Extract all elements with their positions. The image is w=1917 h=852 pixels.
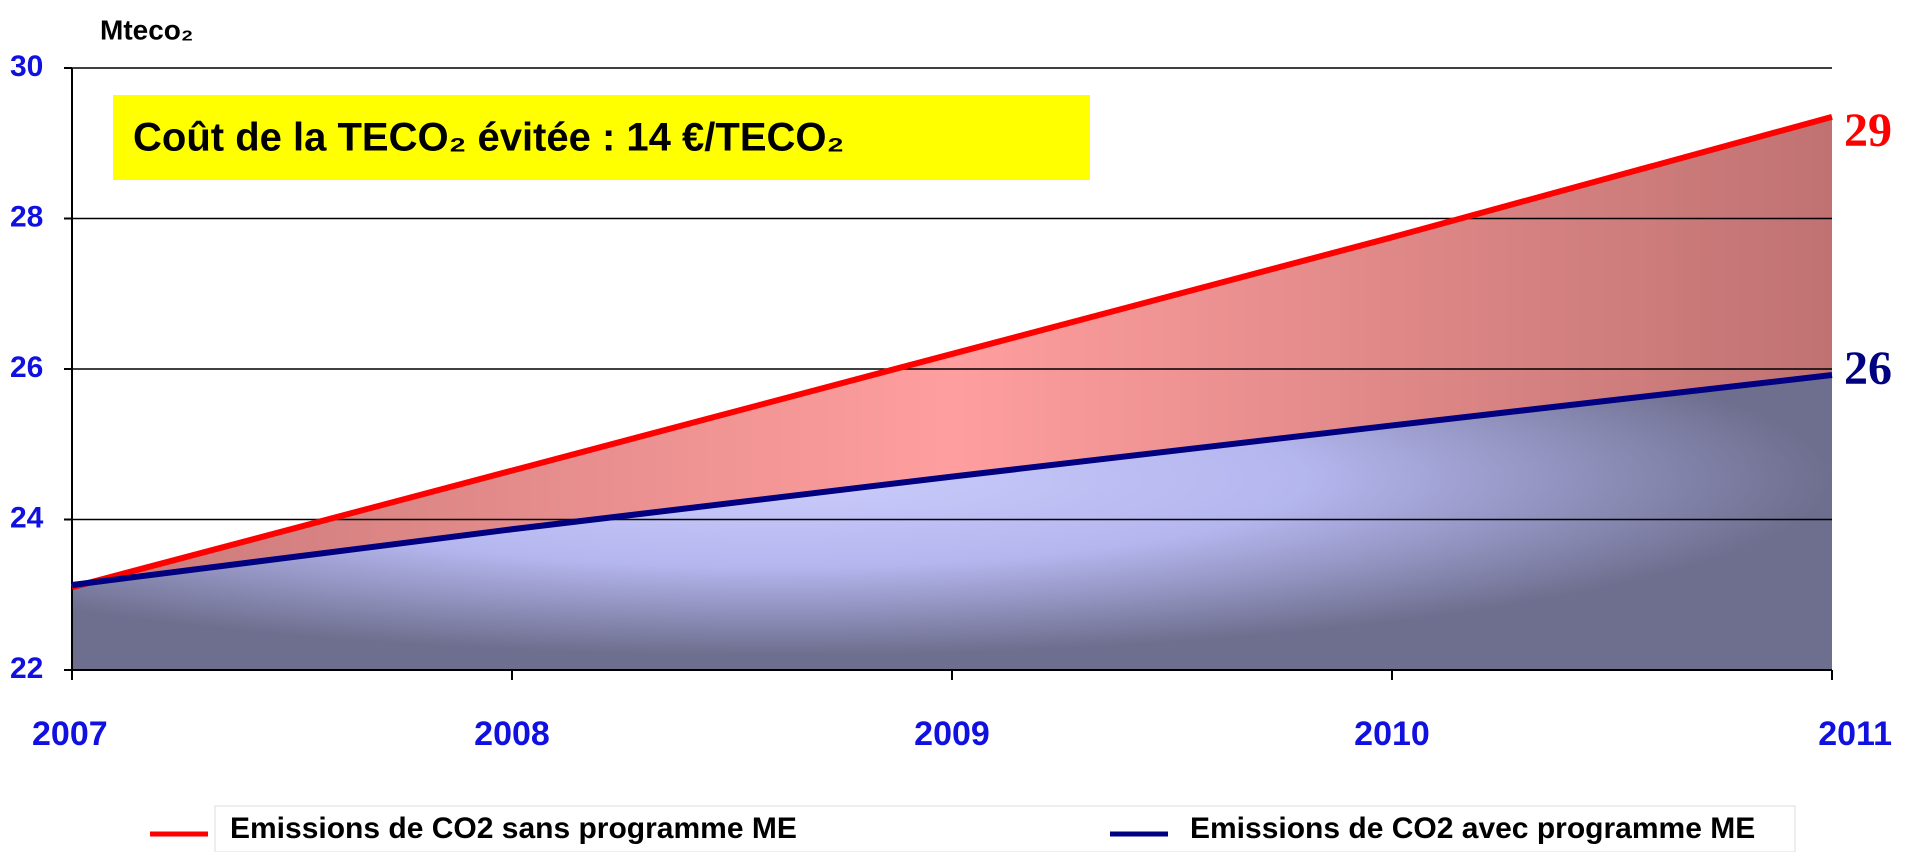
legend-label: Emissions de CO2 sans programme ME xyxy=(230,812,797,845)
x-tick-label: 2009 xyxy=(914,715,990,753)
line xyxy=(71,372,1833,588)
x-tick-label: 2010 xyxy=(1354,715,1430,753)
line xyxy=(71,114,1833,591)
legend-frame xyxy=(214,805,1796,852)
y-tick-label: 22 xyxy=(10,652,43,685)
data-label: 29 xyxy=(1844,104,1892,157)
x-tick-label: 2007 xyxy=(32,715,108,753)
x-tick-label: 2008 xyxy=(474,715,550,753)
y-tick-label: 26 xyxy=(10,351,43,384)
area xyxy=(72,375,1832,670)
annotation-box xyxy=(113,95,1090,180)
legend-label: Emissions de CO2 avec programme ME xyxy=(1190,812,1755,845)
data-label: 26 xyxy=(1844,342,1892,395)
y-tick-label: 30 xyxy=(10,50,43,83)
annotation: Coût de la TECO₂ évitée : 14 €/TECO₂ xyxy=(133,116,844,160)
x-tick-label: 2011 xyxy=(1818,715,1892,753)
y-axis-label: Mteco₂ xyxy=(100,14,193,45)
y-tick-label: 28 xyxy=(10,200,43,233)
y-tick-label: 24 xyxy=(10,501,44,534)
